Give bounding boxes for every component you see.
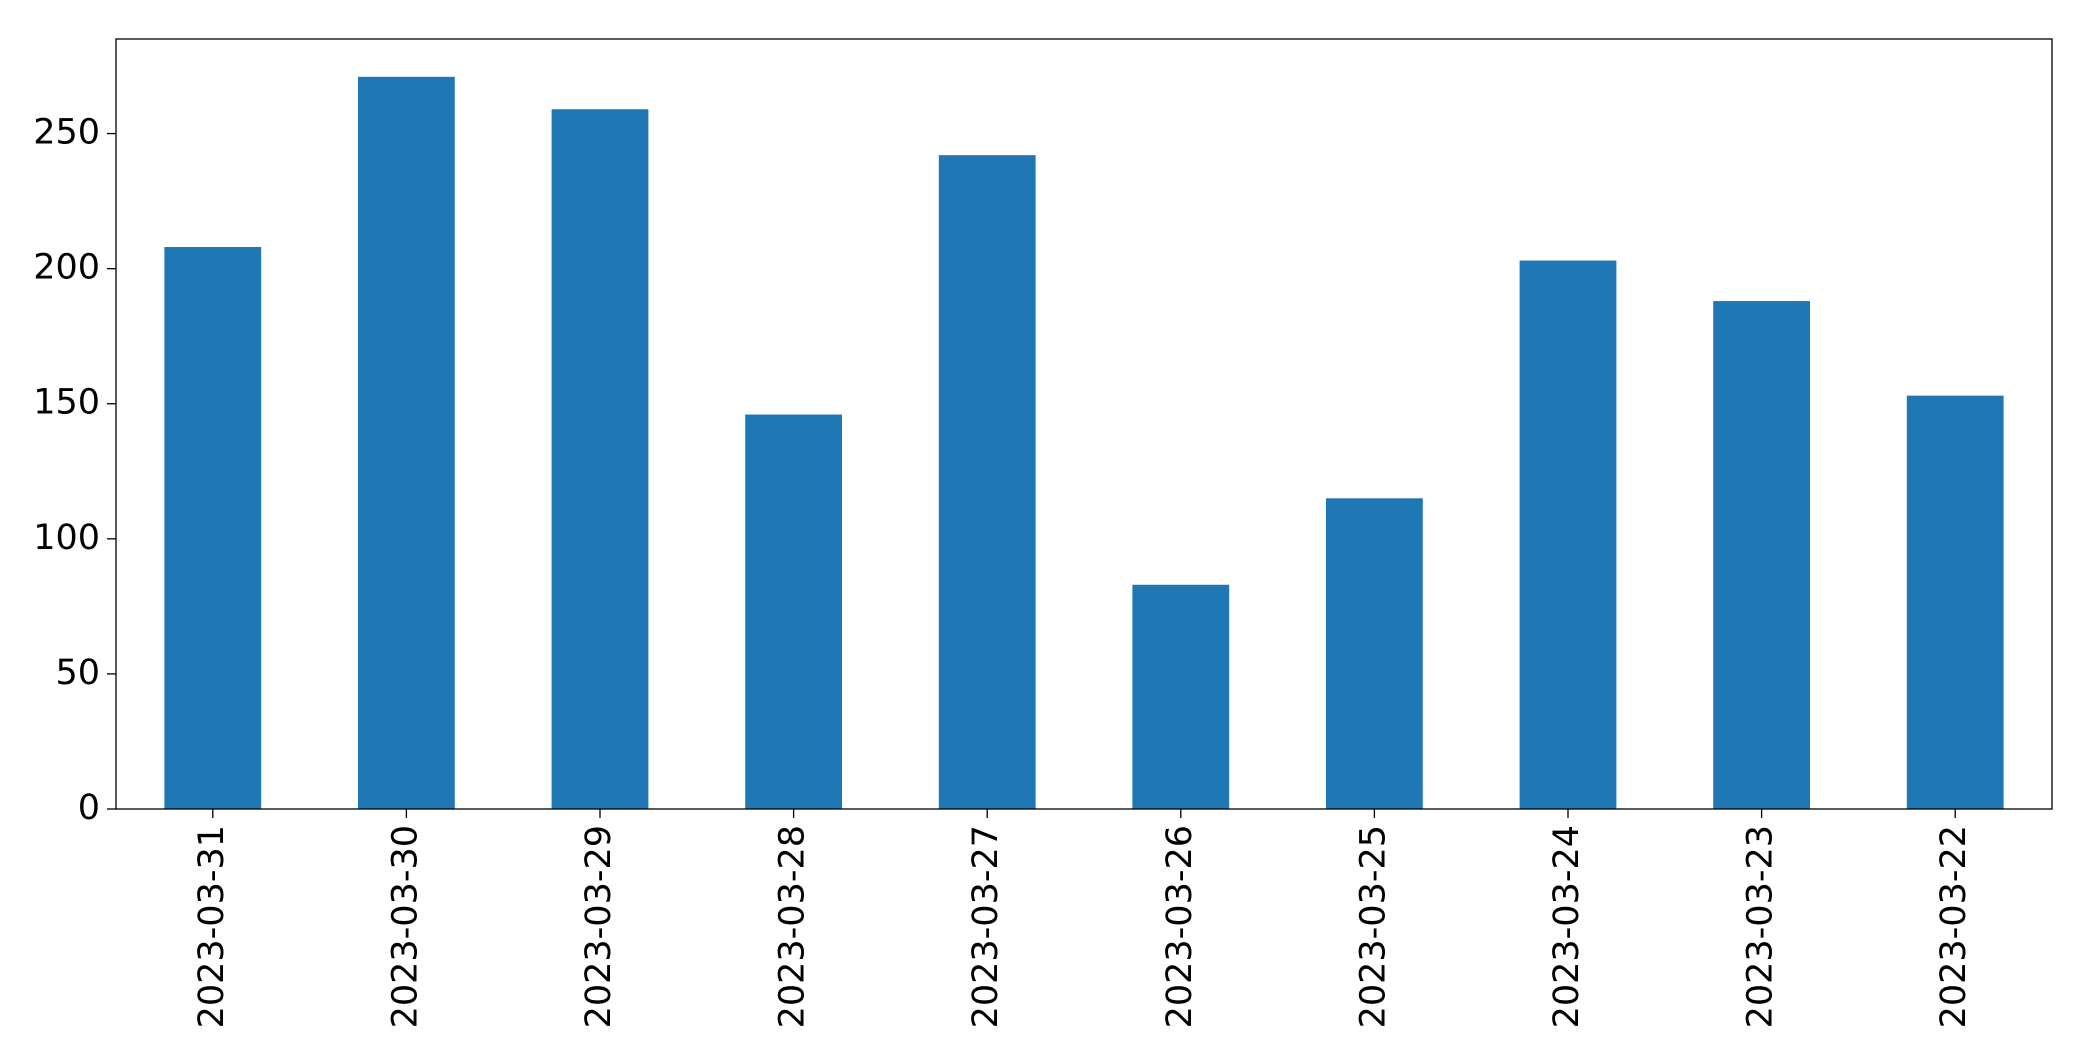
x-tick-label: 2023-03-30: [385, 825, 425, 1028]
x-tick-label: 2023-03-29: [579, 825, 619, 1028]
bar: [358, 76, 455, 809]
x-tick-label: 2023-03-24: [1547, 825, 1587, 1028]
bar: [1519, 260, 1617, 810]
bar: [745, 414, 842, 809]
bar: [1713, 301, 1810, 809]
x-tick-label: 2023-03-26: [1160, 825, 1200, 1028]
bar: [551, 109, 649, 810]
x-tick-label: 2023-03-23: [1741, 825, 1781, 1028]
x-tick-label: 2023-03-22: [1934, 825, 1974, 1028]
bar: [938, 155, 1036, 810]
x-tick-label: 2023-03-25: [1353, 825, 1393, 1028]
bar: [164, 247, 262, 809]
y-tick-label: 150: [33, 383, 100, 423]
bar: [1132, 584, 1230, 809]
bar: [1326, 498, 1423, 809]
y-tick-label: 250: [33, 113, 100, 153]
y-tick-label: 100: [33, 518, 100, 558]
bar: [1906, 395, 2004, 809]
y-tick-label: 50: [55, 653, 100, 693]
plot-frame: [115, 38, 2053, 810]
x-tick-label: 2023-03-27: [966, 825, 1006, 1028]
y-tick-label: 0: [78, 788, 100, 828]
x-tick-label: 2023-03-31: [192, 825, 232, 1028]
x-tick-label: 2023-03-28: [773, 825, 813, 1028]
y-tick-label: 200: [33, 248, 100, 288]
